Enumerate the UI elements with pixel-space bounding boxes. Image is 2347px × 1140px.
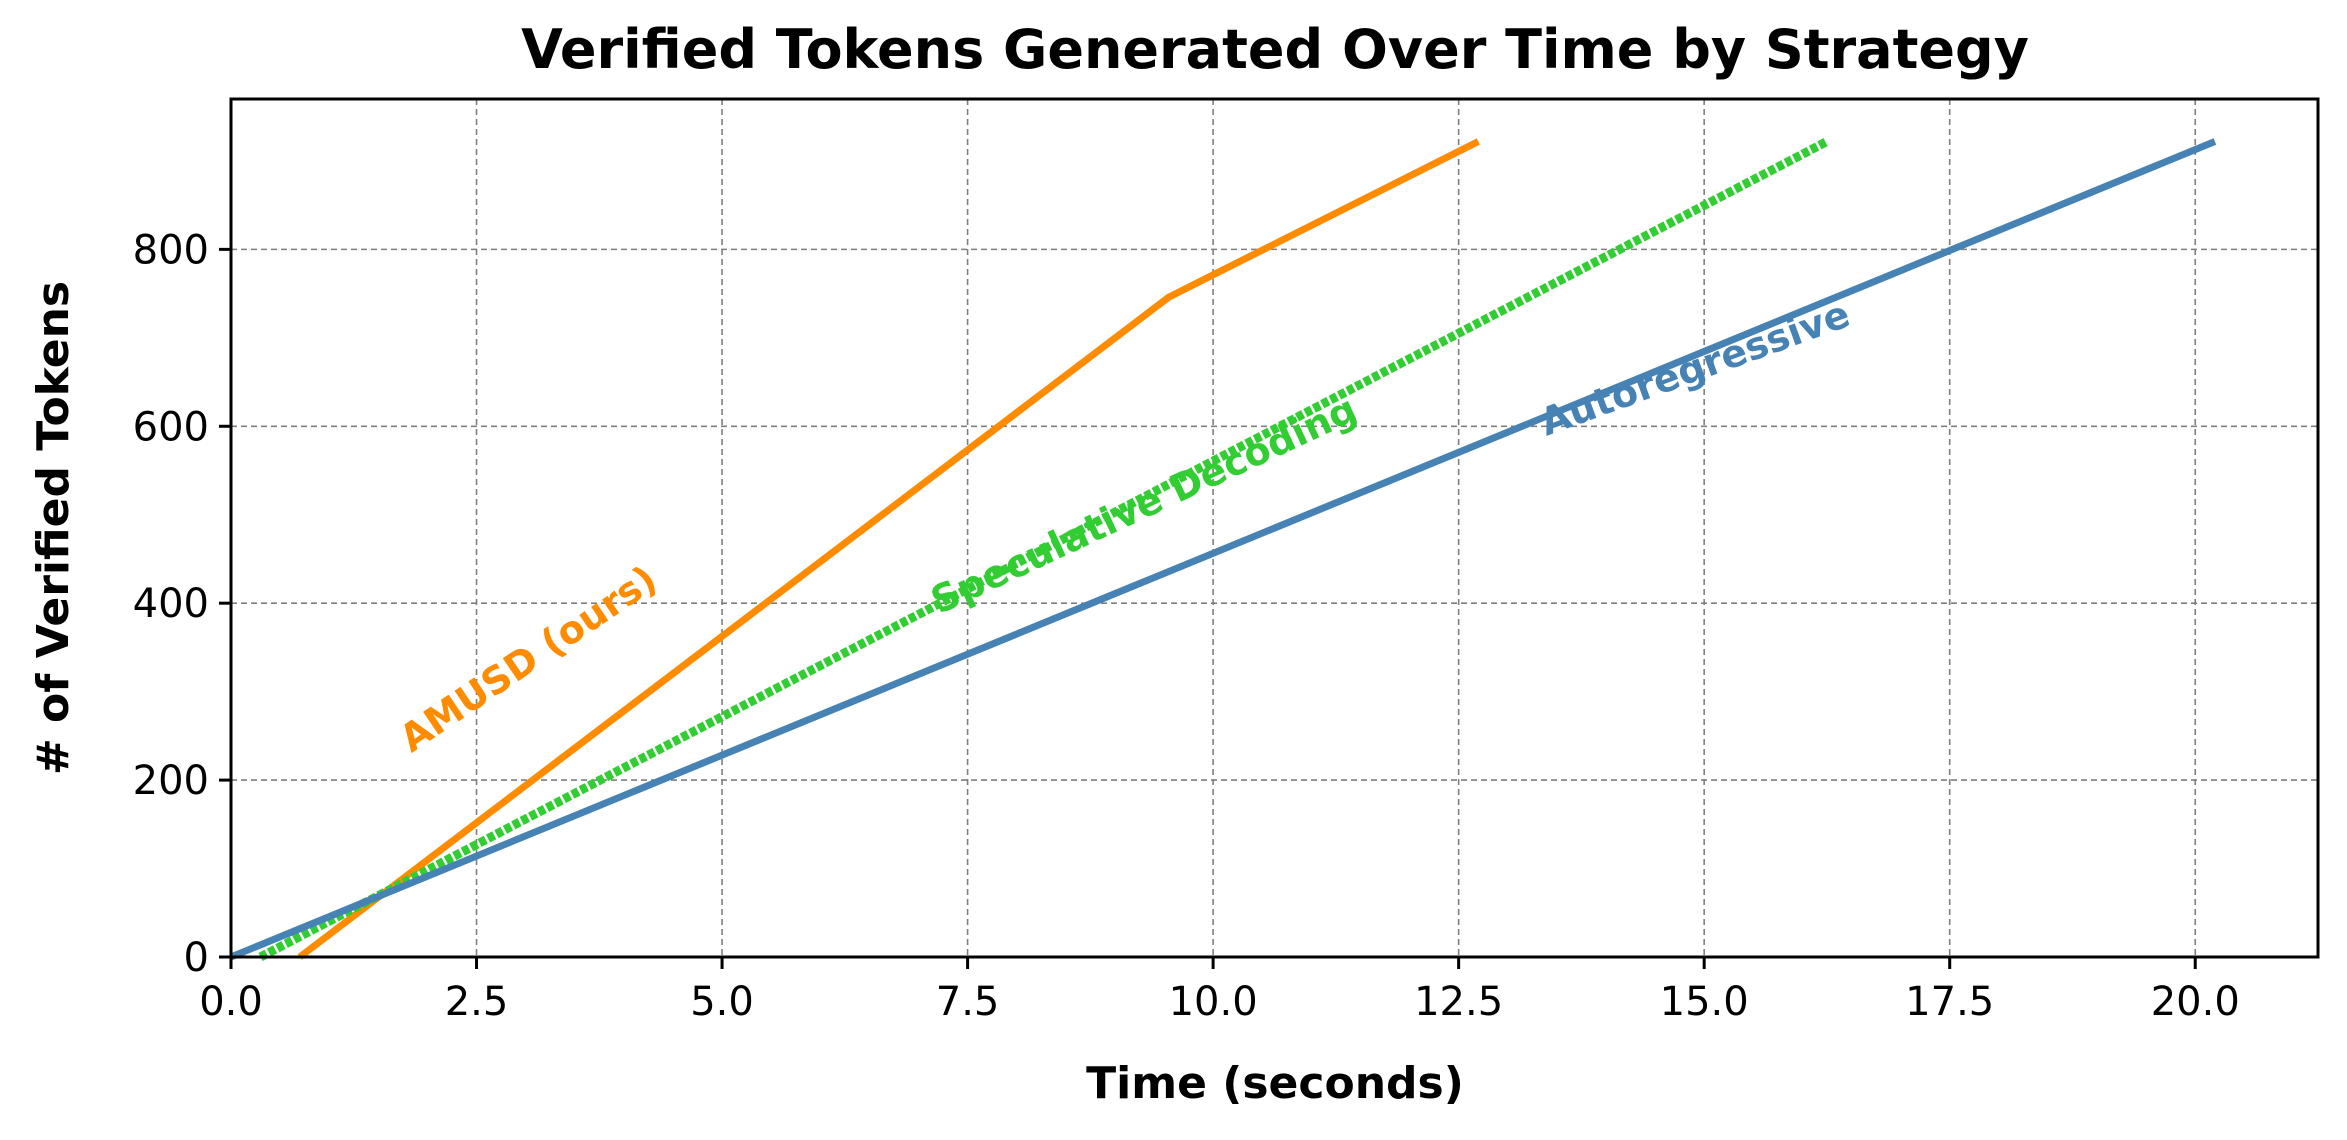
y-tick-label: 800 [133, 227, 209, 273]
plot-frame [229, 97, 2320, 959]
x-tick-label: 0.0 [199, 979, 263, 1025]
y-tick-label: 600 [133, 404, 209, 450]
chart-title: Verified Tokens Generated Over Time by S… [521, 18, 2029, 81]
x-tick-label: 15.0 [1660, 979, 1749, 1025]
series-line-amusd-ours [297, 138, 1480, 960]
x-tick-label: 2.5 [445, 979, 509, 1025]
x-tick-label: 20.0 [2151, 979, 2240, 1025]
x-tick-label: 17.5 [1905, 979, 1994, 1025]
y-tick-label: 200 [133, 758, 209, 804]
series-label-speculative-decoding: Speculative Decoding [924, 387, 1363, 623]
axis-ticks: 0.0 2.5 5.0 7.5 10.0 12.5 15.0 17.5 20.0 0 200 400 6… [133, 227, 2240, 1025]
y-tick-label: 0 [184, 935, 209, 981]
series-line-autoregressive [229, 138, 2217, 961]
series-label-amusd-ours: AMUSD (ours) [392, 557, 665, 761]
x-tick-label: 7.5 [936, 979, 1000, 1025]
series-layer [229, 137, 2217, 961]
series-labels: AMUSD (ours) Speculative Decoding Autoregr… [392, 292, 1856, 761]
x-tick-label: 10.0 [1169, 979, 1258, 1025]
x-tick-label: 5.0 [690, 979, 754, 1025]
y-axis-label: # of Verified Tokens [28, 281, 79, 775]
x-axis-label: Time (seconds) [1086, 1058, 1464, 1109]
y-tick-label: 400 [133, 581, 209, 627]
series-label-autoregressive: Autoregressive [1534, 292, 1855, 445]
x-tick-label: 12.5 [1414, 979, 1503, 1025]
